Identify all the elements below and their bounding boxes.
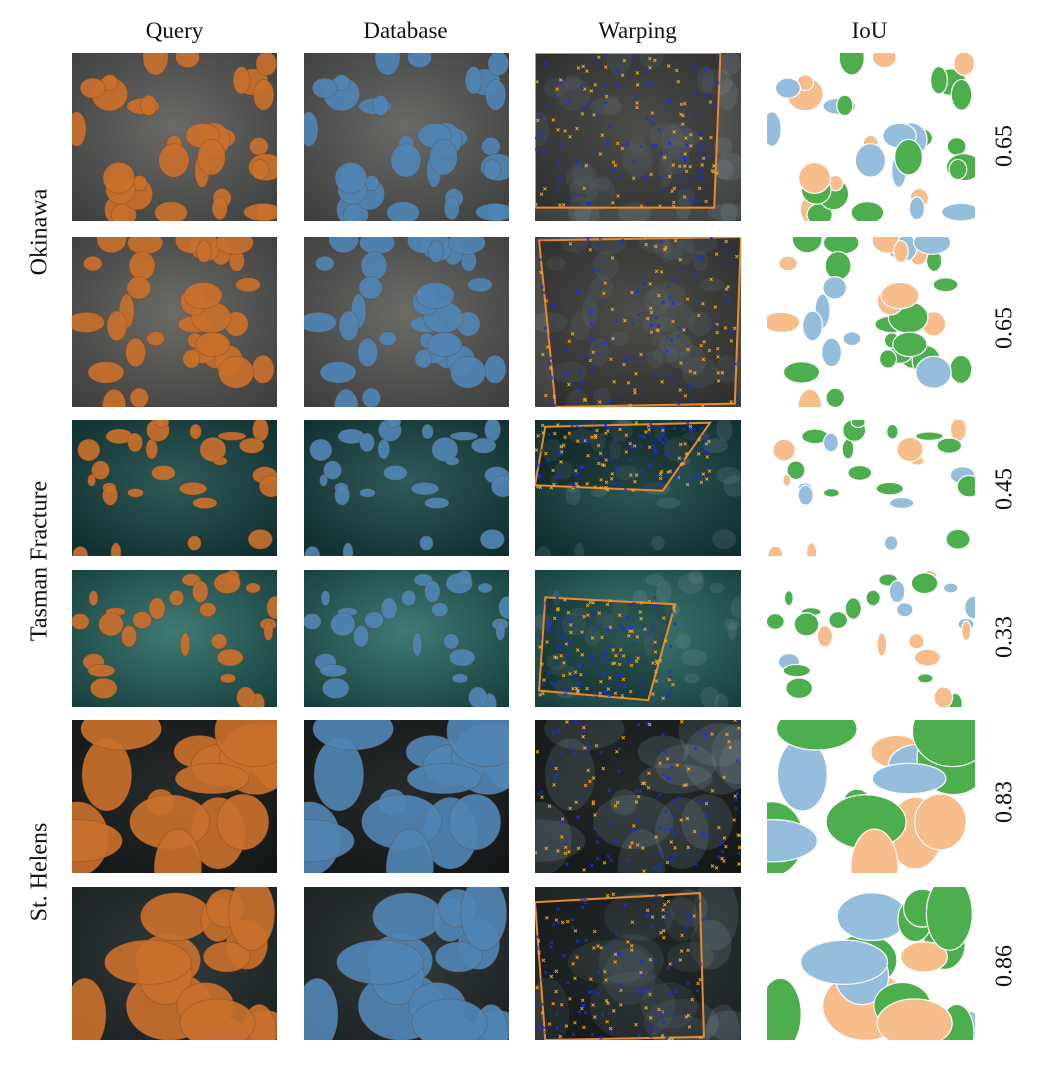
- database-image: [304, 720, 509, 873]
- iou-score: 0.33: [991, 616, 1018, 658]
- warping-image: [535, 887, 741, 1040]
- iou-score: 0.65: [991, 125, 1018, 167]
- iou-map: [767, 887, 975, 1040]
- iou-map: [767, 420, 975, 556]
- query-image: [72, 53, 277, 221]
- warping-image: [535, 237, 741, 407]
- warping-image: [535, 53, 741, 221]
- iou-map: [767, 570, 975, 707]
- iou-map: [767, 237, 975, 407]
- group-label-okinawa: Okinawa: [26, 188, 53, 276]
- group-label-st-helens: St. Helens: [26, 822, 53, 922]
- database-image: [304, 420, 509, 556]
- query-image: [72, 570, 277, 707]
- query-image: [72, 887, 277, 1040]
- iou-map: [767, 720, 975, 873]
- database-image: [304, 237, 509, 407]
- query-image: [72, 420, 277, 556]
- iou-score: 0.83: [991, 781, 1018, 823]
- group-label-tasman-fracture: Tasman Fracture: [26, 480, 53, 642]
- column-header-warping: Warping: [598, 18, 677, 43]
- column-header-database: Database: [363, 18, 448, 43]
- database-image: [304, 570, 509, 707]
- column-header-query: Query: [145, 18, 204, 43]
- iou-score: 0.45: [991, 468, 1018, 510]
- column-header-iou: IoU: [851, 18, 888, 43]
- iou-score: 0.86: [991, 945, 1018, 987]
- query-image: [72, 237, 277, 407]
- warping-image: [535, 720, 741, 873]
- database-image: [304, 887, 509, 1040]
- warping-image: [535, 420, 741, 556]
- query-image: [72, 720, 277, 873]
- warping-image: [535, 570, 741, 707]
- iou-score: 0.65: [991, 307, 1018, 349]
- iou-map: [767, 53, 975, 221]
- database-image: [304, 53, 509, 221]
